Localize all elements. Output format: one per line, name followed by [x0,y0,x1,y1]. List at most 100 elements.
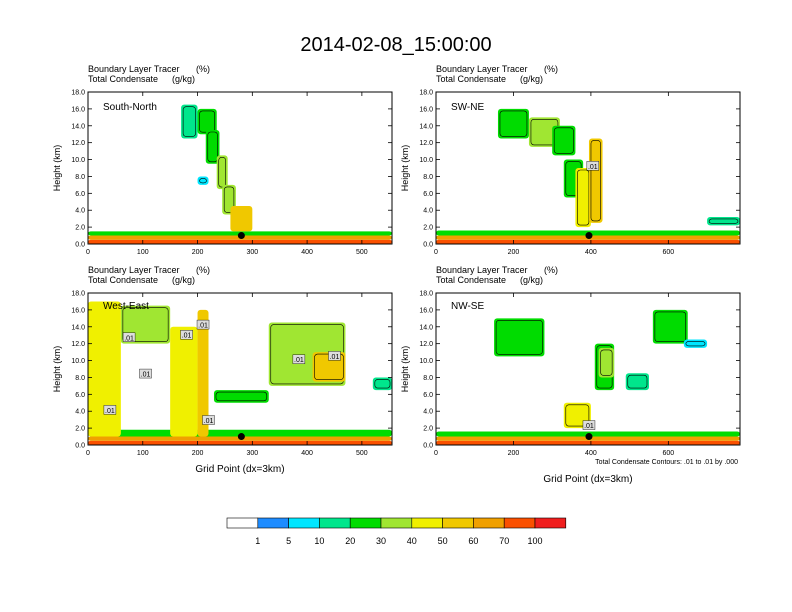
panel-label: South-North [103,102,157,113]
panel-sw-ne: Boundary Layer Tracer (%) Total Condensa… [400,64,741,256]
data-cell [197,108,217,135]
data-cell [436,239,740,244]
condensate-contour [495,320,543,355]
field-layer [88,104,392,244]
y-tick-label: 10.0 [419,157,433,164]
axis-ticks: 0 100 200 300 400 500 0.0 2.0 4.0 6.0 8.0 10.0 12.0 1… [71,90,392,256]
contour-label: .01 [584,423,594,430]
colorbar-label: 70 [499,536,509,546]
data-cell [707,216,740,226]
y-tick-label: 0.0 [75,242,85,249]
y-axis-label: Height (km) [52,346,62,393]
data-cell [436,440,740,445]
x-tick-label: 200 [508,450,520,457]
colorbar-swatch [257,517,289,529]
y-tick-label: 8.0 [423,174,433,181]
y-tick-label: 8.0 [75,174,85,181]
colorbar-swatch [503,517,536,529]
x-tick-label: 300 [246,450,258,457]
panel-subtitle-condensate: Total Condensate [88,74,158,84]
colorbar-label: 20 [345,536,355,546]
data-cell [88,301,121,437]
colorbar-swatch [411,517,443,529]
x-tick-label: 0 [434,249,438,256]
x-tick-label: 0 [86,450,90,457]
data-cell [88,429,392,437]
x-tick-label: 400 [585,450,597,457]
panel-label: SW-NE [451,102,484,113]
y-tick-label: 18.0 [71,90,85,97]
panel-south-north: Boundary Layer Tracer (%) Total Condensa… [52,64,393,256]
colorbar-swatch [226,517,259,529]
data-cell [205,130,220,164]
y-tick-label: 8.0 [423,375,433,382]
y-tick-label: 12.0 [71,140,85,147]
y-tick-label: 0.0 [423,443,433,450]
y-tick-label: 16.0 [71,307,85,314]
colorbar-label: 40 [407,536,417,546]
data-cell [588,138,603,223]
plot-frame [435,91,741,245]
condensate-contour [199,178,207,184]
x-tick-label: 0 [86,249,90,256]
colorbar-swatch [534,517,567,529]
y-axis-label: Height (km) [400,346,410,393]
y-tick-label: 18.0 [71,291,85,298]
y-tick-label: 8.0 [75,375,85,382]
y-tick-label: 12.0 [71,341,85,348]
x-tick-label: 400 [585,249,597,256]
contour-label: .01 [204,418,214,425]
condensate-contour [218,157,226,188]
condensate-contour [654,311,687,342]
data-cell [230,206,253,232]
colorbar-label: 100 [527,536,542,546]
y-tick-label: 10.0 [71,157,85,164]
condensate-contour [182,106,196,137]
x-tick-label: 200 [508,249,520,256]
y-tick-label: 12.0 [419,341,433,348]
x-tick-label: 400 [301,249,313,256]
x-tick-label: 600 [663,450,675,457]
condensate-contour [553,127,574,154]
field-layer: .01 [436,108,740,244]
condensate-contour [685,341,706,347]
contour-label: .01 [141,372,151,379]
y-tick-label: 2.0 [423,225,433,232]
condensate-contour [590,140,601,222]
contour-label-box [202,415,215,425]
y-tick-label: 18.0 [419,291,433,298]
data-cell [652,309,688,344]
y-tick-label: 2.0 [75,426,85,433]
axis-ticks: 0 200 400 600 0.0 2.0 4.0 6.0 8.0 10.0 12.0 14.0 16.… [419,90,740,256]
y-tick-label: 10.0 [71,358,85,365]
y-tick-label: 2.0 [423,426,433,433]
panel-nw-se: Boundary Layer Tracer (%) Total Condensa… [400,265,741,485]
contour-label: .01 [294,357,304,364]
contour-label: .01 [198,323,208,330]
panel-label: West-East [103,301,149,312]
data-cell [170,326,198,437]
axis-ticks: 0 100 200 300 400 500 0.0 2.0 4.0 6.0 8.0 10.0 12.0 1… [71,291,392,457]
x-tick-label: 600 [663,249,675,256]
contour-label-box [139,368,152,379]
colorbar-swatch [288,517,320,529]
panel-subtitle-tracer: Boundary Layer Tracer [436,265,528,275]
field-layer: .01 .01 .01 .01 .01 .01 .01 .01 [88,301,392,445]
x-tick-label: 100 [137,450,149,457]
panel-subtitle-condensate-unit: (g/kg) [520,74,543,84]
surface-point-marker [585,232,593,240]
contour-label-box [582,420,596,430]
y-tick-label: 4.0 [75,409,85,416]
condensate-contour [577,169,590,226]
colorbar-label: 60 [468,536,478,546]
condensate-contour [215,391,268,402]
data-cell [197,176,209,185]
y-tick-label: 0.0 [423,242,433,249]
panel-subtitle-condensate-unit: (g/kg) [172,275,195,285]
data-cell [88,239,392,244]
contour-label: .01 [124,335,134,342]
plot-frame [435,292,741,446]
panel-west-east: Boundary Layer Tracer (%) Total Condensa… [52,265,393,475]
x-tick-label: 100 [137,249,149,256]
